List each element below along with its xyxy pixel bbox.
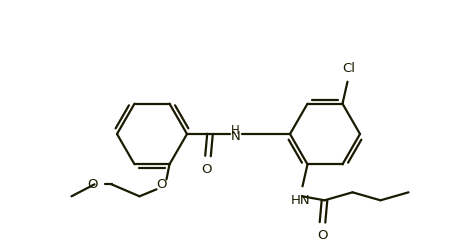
Text: HN: HN: [291, 194, 310, 207]
Text: O: O: [317, 229, 328, 242]
Text: O: O: [202, 163, 212, 176]
Text: H: H: [231, 123, 240, 137]
Text: O: O: [156, 178, 167, 191]
Text: O: O: [87, 178, 97, 191]
Text: N: N: [231, 130, 241, 142]
Text: Cl: Cl: [342, 62, 355, 75]
